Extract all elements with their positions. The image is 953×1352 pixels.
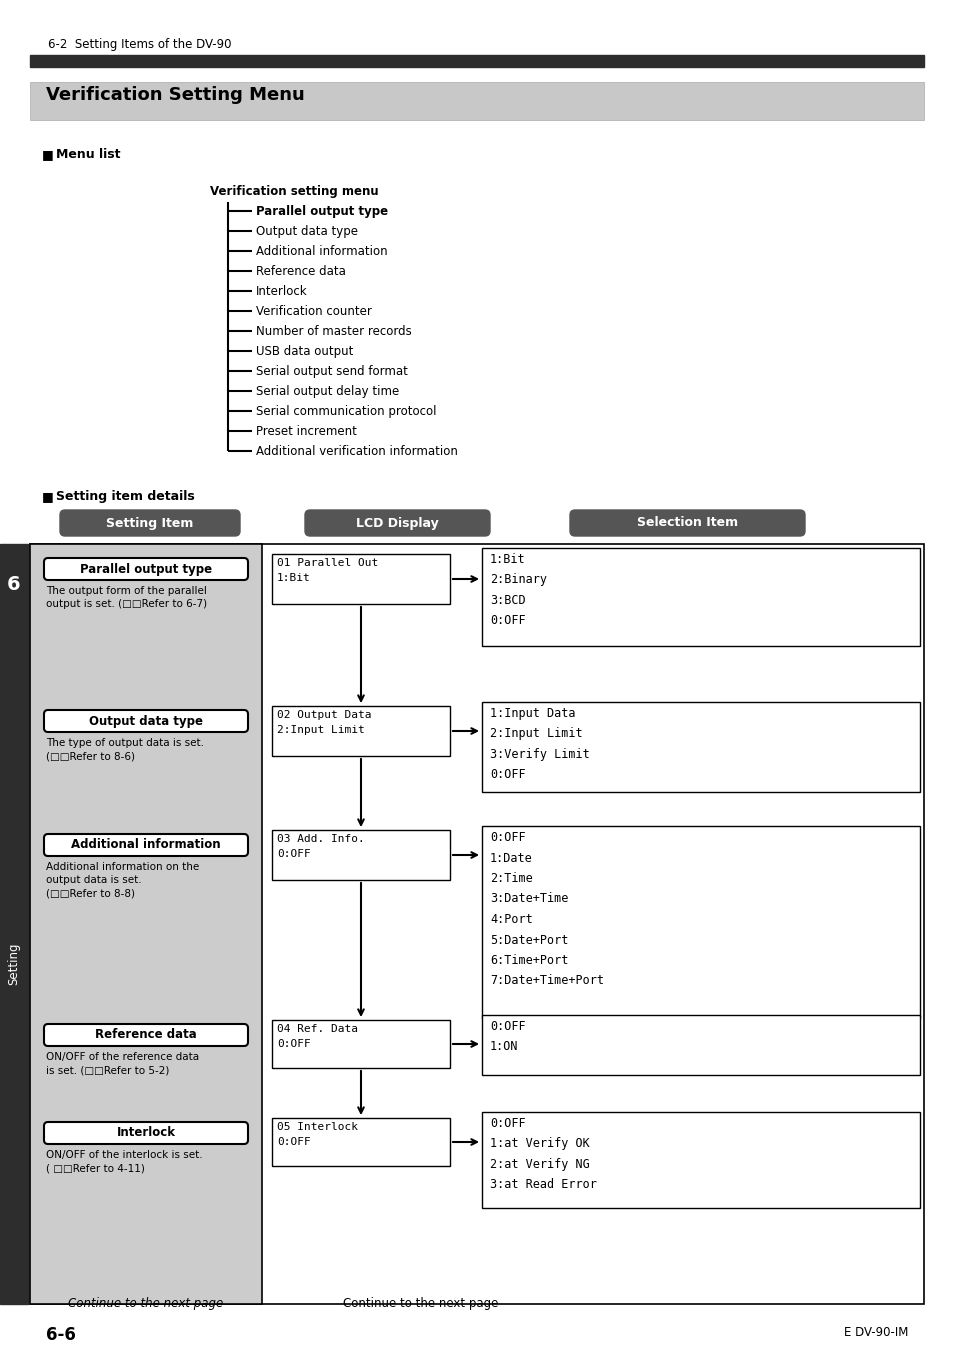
Bar	[30, 82, 923, 120]
Text: Selection Item: Selection Item	[637, 516, 738, 530]
Text: The type of output data is set.
(□□Refer to 8-6): The type of output data is set. (□□Refer…	[46, 738, 204, 761]
Text: Verification Setting Menu: Verification Setting Menu	[46, 87, 304, 104]
FancyBboxPatch shape	[60, 510, 240, 535]
Text: 0:OFF
1:ON: 0:OFF 1:ON	[490, 1019, 525, 1053]
Text: 04 Ref. Data
0:OFF: 04 Ref. Data 0:OFF	[276, 1023, 357, 1049]
Text: Setting Item: Setting Item	[106, 516, 193, 530]
FancyBboxPatch shape	[44, 710, 248, 731]
Bar	[30, 544, 262, 1303]
Bar	[272, 554, 450, 604]
Bar	[481, 1111, 919, 1207]
Text: Serial output delay time: Serial output delay time	[255, 385, 399, 397]
Text: Setting item details: Setting item details	[56, 489, 194, 503]
Text: 01 Parallel Out
1:Bit: 01 Parallel Out 1:Bit	[276, 558, 377, 583]
Text: 1:Input Data
2:Input Limit
3:Verify Limit
0:OFF: 1:Input Data 2:Input Limit 3:Verify Limi…	[490, 707, 589, 781]
Text: Reference data: Reference data	[95, 1029, 196, 1041]
Text: Parallel output type: Parallel output type	[80, 562, 212, 576]
Text: 02 Output Data
2:Input Limit: 02 Output Data 2:Input Limit	[276, 710, 371, 734]
Text: Menu list: Menu list	[56, 147, 120, 161]
Text: Continue to the next page: Continue to the next page	[69, 1298, 223, 1310]
Text: Verification setting menu: Verification setting menu	[210, 185, 378, 197]
FancyBboxPatch shape	[44, 558, 248, 580]
Text: Serial communication protocol: Serial communication protocol	[255, 406, 436, 418]
Bar	[272, 830, 450, 880]
Text: The output form of the parallel
output is set. (□□Refer to 6-7): The output form of the parallel output i…	[46, 585, 207, 610]
Bar	[272, 1118, 450, 1165]
Text: Interlock: Interlock	[255, 285, 307, 297]
Text: ON/OFF of the reference data
is set. (□□Refer to 5-2): ON/OFF of the reference data is set. (□□…	[46, 1052, 199, 1075]
FancyBboxPatch shape	[44, 1023, 248, 1046]
Text: Continue to the next page: Continue to the next page	[343, 1298, 498, 1310]
Text: USB data output: USB data output	[255, 345, 353, 358]
Text: Reference data: Reference data	[255, 265, 346, 279]
Text: 0:OFF
1:at Verify OK
2:at Verify NG
3:at Read Error: 0:OFF 1:at Verify OK 2:at Verify NG 3:at…	[490, 1117, 597, 1191]
Text: Interlock: Interlock	[116, 1126, 175, 1140]
Text: Parallel output type: Parallel output type	[255, 206, 388, 218]
Bar	[481, 826, 919, 1018]
Text: ■: ■	[42, 147, 53, 161]
Text: Additional information: Additional information	[71, 838, 220, 852]
Bar	[481, 702, 919, 792]
Text: 0:OFF
1:Date
2:Time
3:Date+Time
4:Port
5:Date+Port
6:Time+Port
7:Date+Time+Port: 0:OFF 1:Date 2:Time 3:Date+Time 4:Port 5…	[490, 831, 603, 987]
Bar	[272, 706, 450, 756]
Text: E DV-90-IM: E DV-90-IM	[842, 1326, 907, 1338]
Text: Preset increment: Preset increment	[255, 425, 356, 438]
Text: Setting: Setting	[8, 942, 20, 986]
Bar	[0, 544, 28, 1303]
Text: Serial output send format: Serial output send format	[255, 365, 408, 379]
Text: ■: ■	[42, 489, 53, 503]
Text: Verification counter: Verification counter	[255, 306, 372, 318]
Text: Additional verification information: Additional verification information	[255, 445, 457, 458]
Bar	[30, 55, 923, 68]
Text: Additional information: Additional information	[255, 245, 387, 258]
Text: Output data type: Output data type	[89, 714, 203, 727]
Text: LCD Display: LCD Display	[355, 516, 438, 530]
FancyBboxPatch shape	[569, 510, 804, 535]
FancyBboxPatch shape	[305, 510, 490, 535]
Text: 1:Bit
2:Binary
3:BCD
0:OFF: 1:Bit 2:Binary 3:BCD 0:OFF	[490, 553, 546, 627]
Bar	[272, 1019, 450, 1068]
Text: 03 Add. Info.
0:OFF: 03 Add. Info. 0:OFF	[276, 834, 364, 859]
FancyBboxPatch shape	[44, 1122, 248, 1144]
Text: 6-2  Setting Items of the DV-90: 6-2 Setting Items of the DV-90	[48, 38, 232, 51]
Text: Additional information on the
output data is set.
(□□Refer to 8-8): Additional information on the output dat…	[46, 863, 199, 898]
Bar	[30, 544, 923, 1303]
Text: Number of master records: Number of master records	[255, 324, 412, 338]
Bar	[481, 548, 919, 646]
Text: 05 Interlock
0:OFF: 05 Interlock 0:OFF	[276, 1122, 357, 1146]
Text: Output data type: Output data type	[255, 224, 357, 238]
Bar	[481, 1015, 919, 1075]
FancyBboxPatch shape	[44, 834, 248, 856]
Text: 6: 6	[8, 575, 21, 594]
Text: ON/OFF of the interlock is set.
( □□Refer to 4-11): ON/OFF of the interlock is set. ( □□Refe…	[46, 1151, 202, 1174]
Text: 6-6: 6-6	[46, 1326, 76, 1344]
